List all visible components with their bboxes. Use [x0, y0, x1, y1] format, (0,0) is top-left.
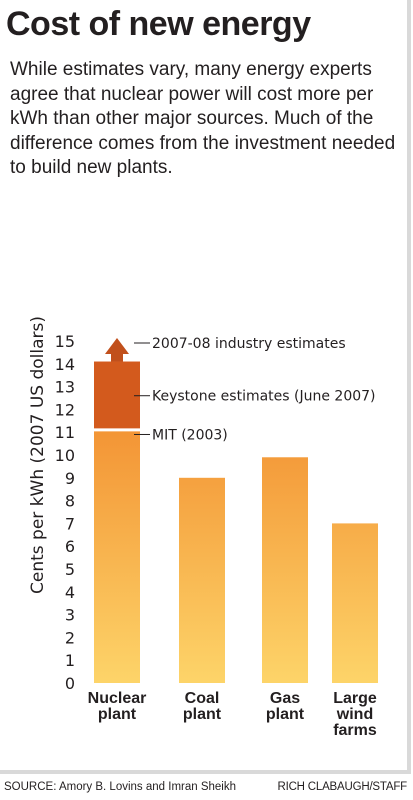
- y-tick-label-12: 12: [55, 400, 75, 419]
- annotation-label: 2007-08 industry estimates: [152, 336, 346, 352]
- y-tick-label-14: 14: [55, 355, 75, 374]
- y-tick-label-0: 0: [65, 674, 75, 693]
- x-label-line: plant: [266, 706, 305, 723]
- credit-line: RICH CLABAUGH/STAFF: [277, 781, 407, 793]
- bar-gas-plant: [262, 457, 308, 683]
- y-axis-label: Cents per kWh (2007 US dollars): [28, 316, 48, 594]
- nuclear-arrow-shaft: [111, 352, 123, 362]
- annotations: 2007-08 industry estimates Keystone estim…: [134, 336, 376, 443]
- x-label-line: Coal: [185, 690, 220, 707]
- annotation-label: Keystone estimates (June 2007): [152, 389, 376, 405]
- y-tick-label-13: 13: [55, 378, 75, 397]
- x-label-line: wind: [336, 706, 373, 723]
- bar-nuclear-mit: [94, 429, 140, 683]
- y-tick-label-7: 7: [65, 514, 75, 533]
- x-label-line: Gas: [270, 690, 300, 707]
- x-label-large-wind-farms: Large wind farms: [333, 690, 377, 739]
- source-note: SOURCE: Amory B. Lovins and Imran Sheikh: [4, 781, 237, 793]
- y-tick-label-3: 3: [65, 606, 75, 625]
- y-tick-label-10: 10: [55, 446, 75, 465]
- chart-title: Cost of new energy: [6, 5, 311, 43]
- y-tick-label-2: 2: [65, 628, 75, 647]
- x-label-line: plant: [98, 706, 137, 723]
- x-label-line: Nuclear: [88, 690, 147, 707]
- x-label-nuclear-plant: Nuclear plant: [88, 690, 147, 723]
- nuclear-arrow-head: [105, 338, 129, 354]
- x-label-coal-plant: Coal plant: [183, 690, 222, 723]
- y-tick-label-1: 1: [65, 651, 75, 670]
- annotation-label: MIT (2003): [152, 427, 228, 443]
- y-tick-label-8: 8: [65, 492, 75, 511]
- y-tick-label-6: 6: [65, 537, 75, 556]
- bar-nuclear-keystone: [94, 361, 140, 430]
- bars: [94, 338, 378, 683]
- y-tick-label-4: 4: [65, 583, 75, 602]
- x-label-line: plant: [183, 706, 222, 723]
- y-tick-label-5: 5: [65, 560, 75, 579]
- x-label-gas-plant: Gas plant: [266, 690, 305, 723]
- y-tick-label-9: 9: [65, 469, 75, 488]
- bar-large-wind-farms: [332, 523, 378, 683]
- x-label-line: Large: [333, 690, 377, 707]
- y-tick-label-15: 15: [55, 332, 75, 351]
- y-tick-label-11: 11: [55, 423, 75, 442]
- chart-subtitle: While estimates vary, many energy expert…: [10, 59, 396, 178]
- x-label-line: farms: [333, 722, 377, 739]
- bar-coal-plant: [179, 477, 225, 683]
